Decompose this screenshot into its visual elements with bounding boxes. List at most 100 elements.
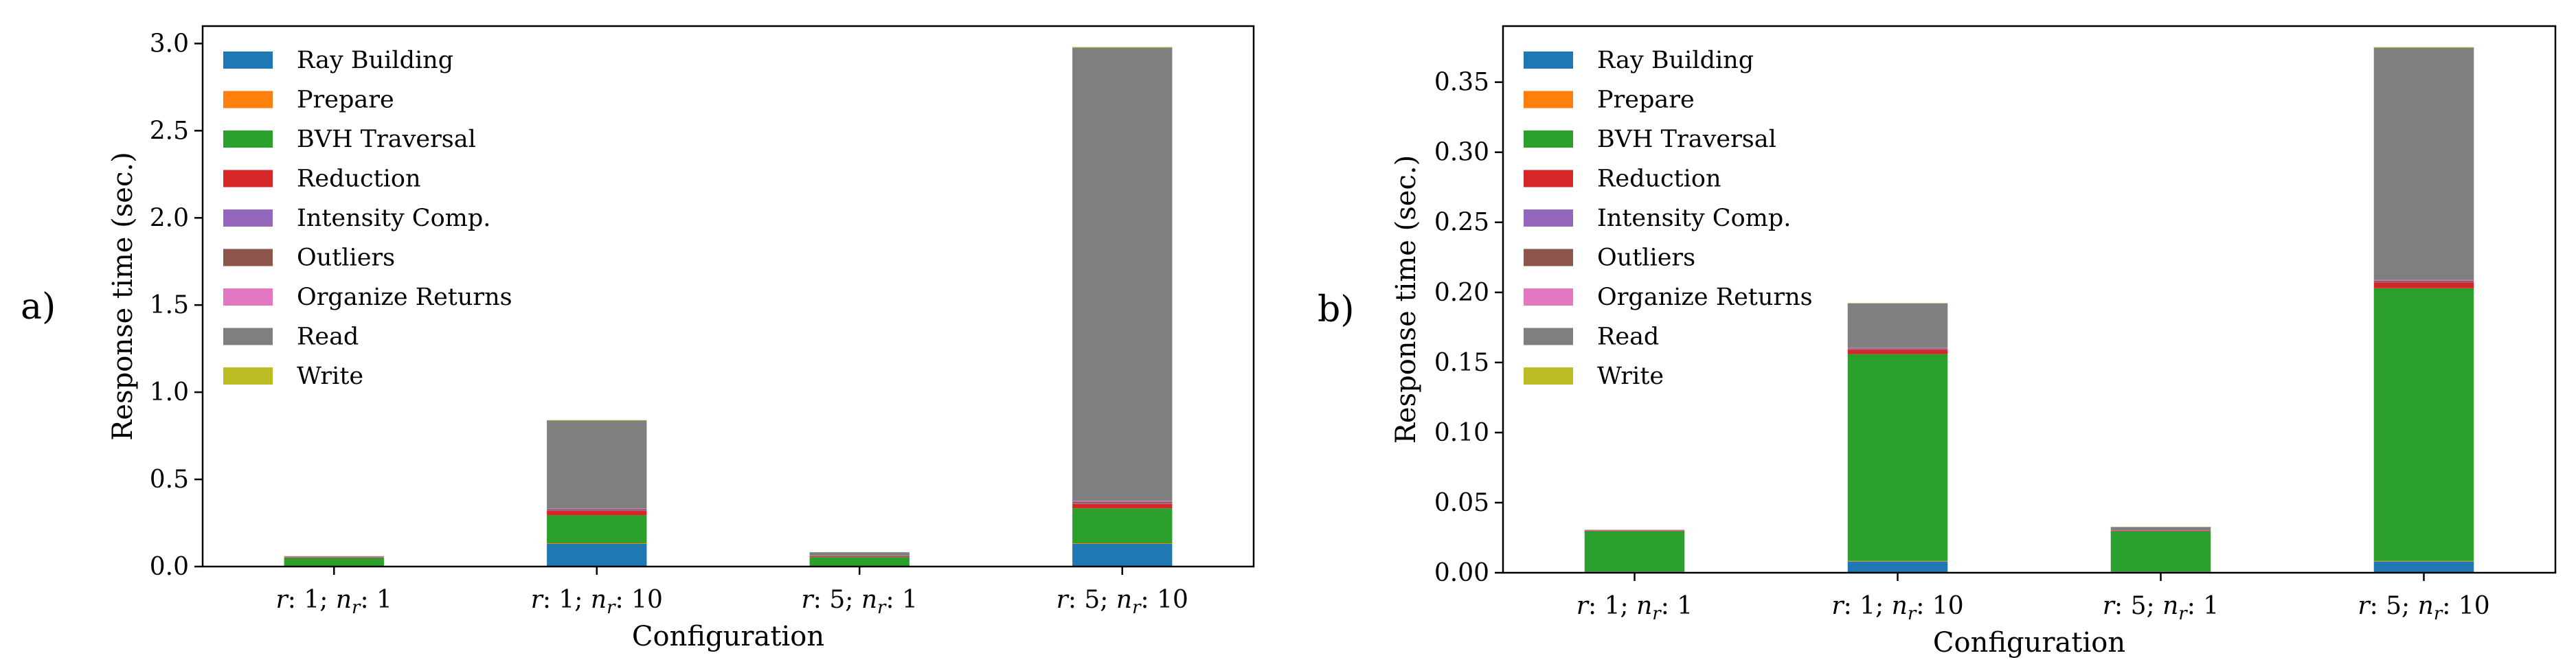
bar-segment-ray-building-4	[1072, 544, 1173, 567]
y-axis-label: Response time (sec.)	[107, 152, 139, 440]
bar-segment-organize-returns-2	[547, 508, 647, 510]
bar-segment-read-4	[1072, 47, 1173, 501]
bar-segment-outliers-2	[1847, 348, 1948, 350]
bar-segment-read-1	[1584, 529, 1685, 531]
y-tick-label: 0.05	[1434, 489, 1489, 517]
bar-segment-bvh-traversal-1	[1584, 531, 1685, 572]
y-axis-label: Response time (sec.)	[1390, 155, 1422, 444]
legend-swatch	[223, 52, 273, 69]
legend-label: Write	[1597, 363, 1664, 390]
legend-label: Intensity Comp.	[297, 205, 490, 232]
bar-segment-prepare-2	[547, 543, 647, 544]
x-tick-label: r: 1; nr: 10	[1831, 592, 1963, 624]
legend-label: Ray Building	[297, 47, 453, 74]
legend-swatch	[1524, 130, 1573, 148]
x-tick-label: r: 5; nr: 1	[802, 586, 918, 618]
plot-frame	[201, 25, 1255, 568]
y-tick-label: 0.30	[1434, 139, 1489, 167]
plot-frame	[1502, 25, 2557, 574]
bar-segment-organize-returns-4	[2373, 279, 2474, 281]
y-tick-label: 0.0	[150, 553, 189, 581]
chart-panel-2: 0.00 0.05 0.10 0.15 0.20 0.25 0.30 0.35 r: 1; nr…	[1318, 25, 2557, 659]
legend-swatch	[1524, 52, 1573, 69]
legend-label: Read	[297, 323, 359, 351]
bar-segment-prepare-2	[1847, 560, 1948, 562]
bar-segment-ray-building-4	[2373, 561, 2474, 573]
bar-segment-write-4	[2373, 47, 2474, 48]
legend-swatch	[223, 288, 273, 306]
x-tick-label: r: 5; nr: 10	[1057, 586, 1188, 618]
bar-segment-outliers-2	[547, 509, 647, 510]
legend-swatch	[1524, 328, 1573, 345]
panel-label: b)	[1318, 289, 1355, 330]
legend-swatch	[1524, 170, 1573, 187]
legend-swatch	[1524, 367, 1573, 385]
legend: Ray Building Prepare BVH Traversal Reductio…	[223, 47, 512, 390]
y-tick-label: 3.0	[150, 30, 189, 58]
legend-swatch	[223, 170, 273, 187]
bar-segment-reduction-4	[1072, 503, 1173, 509]
bar-segment-reduction-3	[2110, 531, 2211, 532]
legend-label: Intensity Comp.	[1597, 205, 1791, 232]
legend-swatch	[1524, 288, 1573, 306]
legend-swatch	[1524, 91, 1573, 109]
legend-label: Organize Returns	[1597, 284, 1813, 311]
bar-segment-read-2	[547, 420, 647, 509]
legend-label: Read	[1597, 323, 1659, 351]
legend-swatch	[1524, 249, 1573, 266]
bars	[284, 47, 1173, 567]
bar-segment-bvh-traversal-4	[2373, 288, 2474, 561]
bar-segment-bvh-traversal-3	[809, 557, 909, 566]
legend-label: BVH Traversal	[1597, 126, 1776, 153]
bar-segment-bvh-traversal-4	[1072, 508, 1173, 543]
legend-swatch	[1524, 209, 1573, 227]
legend-label: Prepare	[1597, 87, 1695, 114]
x-axis-label: Configuration	[1933, 627, 2125, 659]
y-tick-label: 0.15	[1434, 349, 1489, 377]
bar-segment-bvh-traversal-3	[2110, 531, 2211, 572]
bar-segment-read-3	[809, 552, 909, 556]
chart-panel-1: 0.0 0.5 1.0 1.5 2.0 2.5 3.0 r: 1; nr: 1 r: 1; nr…	[21, 25, 1255, 652]
bar-segment-read-3	[2110, 527, 2211, 531]
legend-label: BVH Traversal	[297, 126, 476, 153]
panel-label: a)	[21, 286, 56, 328]
legend-label: Outliers	[297, 244, 395, 272]
legend-label: Reduction	[297, 166, 421, 193]
legend-label: Outliers	[1597, 244, 1695, 272]
x-tick-label: r: 1; nr: 1	[1577, 592, 1693, 624]
bar-segment-outliers-4	[1072, 501, 1173, 503]
bar-segment-bvh-traversal-1	[284, 558, 384, 566]
bar-segment-outliers-4	[2373, 280, 2474, 282]
x-tick-label: r: 5; nr: 1	[2103, 592, 2219, 624]
y-tick-label: 1.0	[150, 378, 189, 407]
legend-label: Ray Building	[1597, 47, 1754, 74]
y-tick-label: 0.25	[1434, 209, 1489, 237]
legend: Ray Building Prepare BVH Traversal Reductio…	[1524, 47, 1813, 390]
x-tick-label: r: 1; nr: 10	[531, 586, 663, 618]
bar-segment-intensity-comp--2	[547, 510, 647, 512]
y-tick-label: 2.0	[150, 204, 189, 232]
bar-segment-reduction-3	[809, 556, 909, 558]
legend-swatch	[223, 130, 273, 148]
y-tick-label: 2.5	[150, 117, 189, 145]
bar-segment-read-1	[284, 556, 384, 558]
legend-swatch	[223, 91, 273, 109]
bar-segment-ray-building-2	[547, 544, 647, 567]
bar-segment-prepare-4	[1072, 543, 1173, 544]
legend-swatch	[223, 328, 273, 345]
bar-segment-write-2	[547, 420, 647, 421]
y-tick-label: 0.00	[1434, 559, 1489, 587]
bar-segment-ray-building-2	[1847, 561, 1948, 573]
legend-swatch	[223, 249, 273, 266]
x-tick-label: r: 5; nr: 10	[2358, 592, 2489, 624]
bar-segment-bvh-traversal-2	[547, 515, 647, 543]
legend-label: Write	[297, 363, 363, 390]
legend-label: Prepare	[297, 87, 394, 114]
legend-swatch	[223, 209, 273, 227]
bar-segment-read-4	[2373, 47, 2474, 280]
bar-segment-organize-returns-2	[1847, 347, 1948, 349]
legend-swatch	[223, 367, 273, 385]
bar-segment-intensity-comp--4	[1072, 503, 1173, 504]
bars	[1584, 47, 2474, 573]
